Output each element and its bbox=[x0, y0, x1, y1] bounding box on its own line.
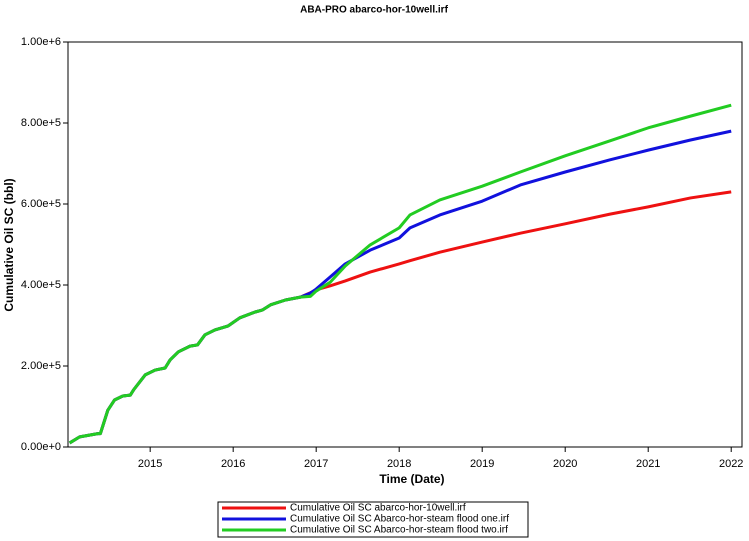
series-line bbox=[68, 190, 732, 445]
x-tick-label: 2018 bbox=[387, 458, 411, 470]
x-tick-label: 2017 bbox=[304, 458, 328, 470]
y-tick-label: 2.00e+5 bbox=[21, 360, 61, 372]
y-tick-label: 4.00e+5 bbox=[21, 279, 61, 291]
x-axis-label: Time (Date) bbox=[379, 472, 444, 486]
series-line bbox=[68, 103, 732, 445]
y-tick-label: 1.00e+6 bbox=[21, 36, 61, 48]
legend-label: Cumulative Oil SC abarco-hor-10well.irf bbox=[290, 503, 466, 514]
x-tick-label: 2015 bbox=[138, 458, 162, 470]
chart-title: ABA-PRO abarco-hor-10well.irf bbox=[300, 5, 448, 16]
x-tick-label: 2020 bbox=[553, 458, 577, 470]
y-tick-label: 8.00e+5 bbox=[21, 117, 61, 129]
series-line bbox=[68, 129, 732, 445]
x-tick-label: 2016 bbox=[221, 458, 245, 470]
x-tick-label: 2019 bbox=[470, 458, 494, 470]
legend-label: Cumulative Oil SC Abarco-hor-steam flood… bbox=[290, 525, 508, 536]
plot-frame bbox=[67, 41, 743, 448]
y-tick-label: 0.00e+0 bbox=[21, 441, 61, 453]
x-tick-label: 2021 bbox=[636, 458, 660, 470]
x-tick-label: 2022 bbox=[719, 458, 743, 470]
y-axis-label: Cumulative Oil SC (bbl) bbox=[2, 178, 16, 311]
y-tick-label: 6.00e+5 bbox=[21, 198, 61, 210]
legend-label: Cumulative Oil SC Abarco-hor-steam flood… bbox=[290, 514, 509, 525]
